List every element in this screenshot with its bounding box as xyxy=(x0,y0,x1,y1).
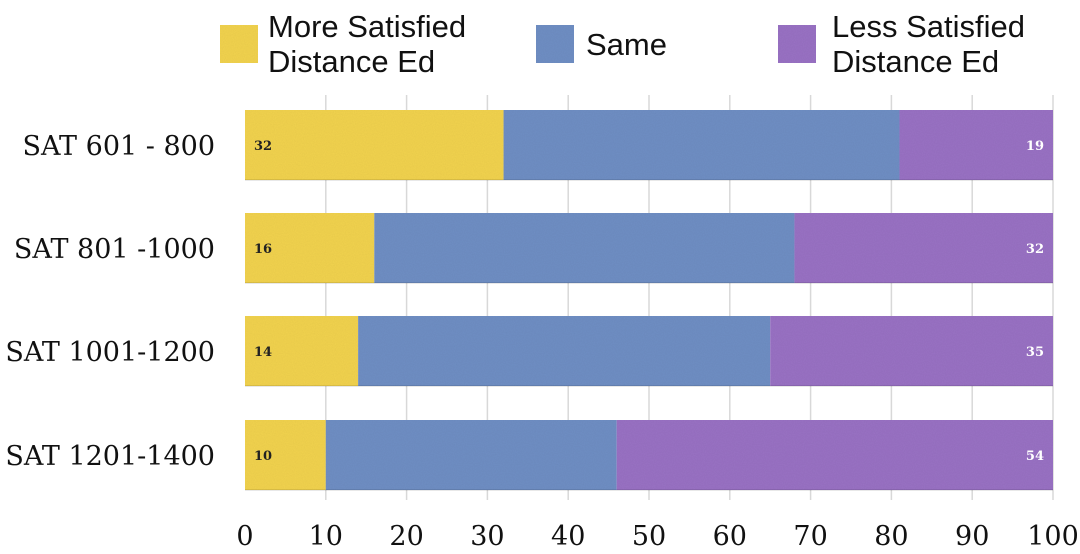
legend-label-1: Same xyxy=(586,27,667,62)
legend: More Satisfied Distance Ed Same Less Satisf… xyxy=(220,9,1025,79)
x-tick-label-10: 10 xyxy=(309,521,343,552)
data-label-2-0: 14 xyxy=(254,345,272,360)
x-tick-label-60: 60 xyxy=(713,521,747,552)
legend-swatch-2 xyxy=(778,25,816,63)
bar-segment-3-1 xyxy=(325,420,617,490)
category-label-3: SAT 1201-1400 xyxy=(5,441,215,472)
legend-item-0: More Satisfied Distance Ed xyxy=(220,9,466,79)
data-label-3-2: 54 xyxy=(1026,449,1044,464)
bar-row-1: 16 32 xyxy=(245,213,1053,284)
x-tick-label-80: 80 xyxy=(874,521,908,552)
bar-segment-2-1 xyxy=(358,316,771,386)
legend-swatch-0 xyxy=(220,25,258,63)
legend-swatch-1 xyxy=(536,25,574,63)
category-label-1: SAT 801 -1000 xyxy=(14,234,215,265)
category-label-0: SAT 601 - 800 xyxy=(23,131,215,162)
category-labels: SAT 601 - 800 SAT 801 -1000 SAT 1001-1200 S… xyxy=(5,131,215,472)
x-tick-label-70: 70 xyxy=(793,521,827,552)
bar-segment-2-0 xyxy=(245,316,359,386)
x-tick-label-20: 20 xyxy=(389,521,423,552)
x-axis-tick-labels: 0 10 20 30 40 50 60 70 80 90 100 xyxy=(236,521,1078,552)
data-label-0-0: 32 xyxy=(254,139,272,154)
x-tick-label-100: 100 xyxy=(1027,521,1079,552)
x-tick-label-50: 50 xyxy=(632,521,666,552)
bar-segment-2-2 xyxy=(770,316,1053,386)
bar-segment-0-0 xyxy=(245,110,504,180)
bar-segment-0-2 xyxy=(899,110,1053,180)
legend-item-2: Less Satisfied Distance Ed xyxy=(778,9,1025,79)
data-label-1-2: 32 xyxy=(1026,242,1044,257)
x-tick-label-30: 30 xyxy=(470,521,504,552)
bar-row-0: 32 19 xyxy=(245,110,1053,181)
data-label-2-2: 35 xyxy=(1026,345,1044,360)
legend-item-1: Same xyxy=(536,25,667,63)
bar-row-2: 14 35 xyxy=(245,316,1053,387)
bar-segment-0-1 xyxy=(503,110,900,180)
legend-label-0: More Satisfied Distance Ed xyxy=(268,9,466,79)
bar-row-3: 10 54 xyxy=(245,420,1053,491)
x-tick-label-40: 40 xyxy=(551,521,585,552)
bar-segment-3-0 xyxy=(245,420,326,490)
bar-segment-3-2 xyxy=(616,420,1053,490)
data-label-3-0: 10 xyxy=(254,449,272,464)
bar-segment-1-0 xyxy=(245,213,375,283)
bar-segment-1-1 xyxy=(374,213,795,283)
data-label-1-0: 16 xyxy=(254,242,272,257)
legend-label-2: Less Satisfied Distance Ed xyxy=(832,9,1025,79)
bar-segment-1-2 xyxy=(794,213,1053,283)
category-label-2: SAT 1001-1200 xyxy=(5,337,215,368)
data-label-0-2: 19 xyxy=(1026,139,1044,154)
x-tick-label-0: 0 xyxy=(236,521,253,552)
x-tick-label-90: 90 xyxy=(955,521,989,552)
